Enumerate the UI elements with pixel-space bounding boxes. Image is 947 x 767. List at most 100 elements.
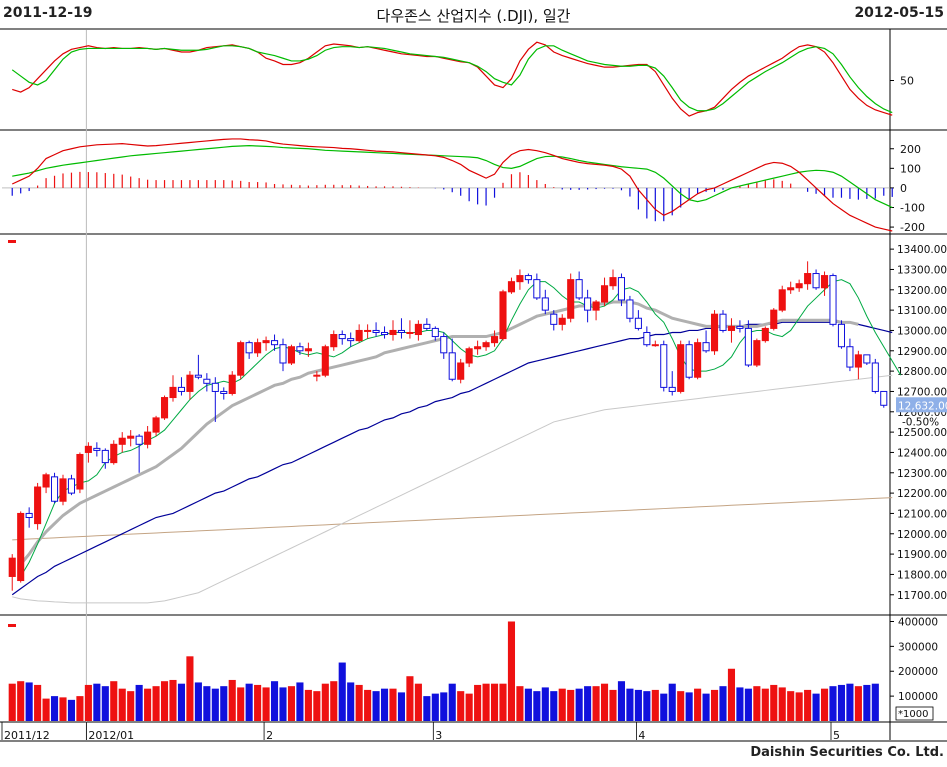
volume-bar — [719, 686, 727, 721]
y-tick-label: 13000.00 — [897, 325, 947, 337]
volume-bar — [761, 688, 769, 721]
candle-body — [634, 317, 642, 329]
volume-bar — [753, 686, 761, 721]
volume-bar — [101, 686, 109, 721]
volume-bar — [820, 688, 829, 721]
candle-body — [846, 346, 854, 368]
candle-body — [770, 309, 778, 329]
candle-body — [76, 453, 84, 490]
candle-body — [719, 313, 727, 331]
volume-bar — [702, 693, 710, 721]
candle-body — [330, 334, 338, 348]
volume-bar — [465, 693, 473, 721]
x-tick-label: 5 — [833, 729, 840, 742]
volume-bar — [482, 683, 490, 721]
candle-body — [490, 336, 499, 344]
price-change-label: -0.50% — [902, 416, 939, 428]
chart-title: 다우존스 산업지수 (.DJI), 일간 — [376, 7, 571, 25]
volume-bar — [160, 681, 169, 721]
volume-bar — [651, 689, 659, 721]
candle-body — [304, 348, 312, 352]
volume-bar — [152, 686, 160, 721]
candle-body — [575, 279, 583, 299]
moving-average-ma120 — [12, 374, 893, 604]
macd-line-1 — [11, 138, 893, 232]
candle-body — [186, 374, 194, 392]
y-tick-label: 13200.00 — [897, 285, 947, 297]
volume-bar — [533, 691, 541, 721]
candle-body — [8, 557, 16, 577]
candle-body — [626, 299, 634, 319]
volume-unit-label: *1000 — [898, 709, 928, 720]
volume-bar — [17, 681, 25, 721]
candle-body — [423, 323, 431, 329]
volume-bar — [127, 691, 135, 721]
volume-bar — [110, 681, 118, 721]
volume-bar — [76, 696, 84, 721]
y-tick-label: 12200.00 — [897, 488, 947, 500]
volume-bar — [617, 681, 626, 721]
y-tick-label: 11900.00 — [897, 549, 947, 561]
volume-bar — [440, 692, 448, 721]
candle-body — [270, 340, 279, 346]
candle-body — [313, 374, 321, 377]
candle-body — [550, 313, 558, 325]
candle-body — [397, 329, 406, 333]
stochastic-line-0 — [12, 41, 893, 117]
volume-bar — [414, 683, 422, 721]
volume-bar — [871, 683, 879, 721]
volume-bar — [474, 684, 482, 721]
candle-body — [372, 329, 380, 333]
candle-body — [355, 329, 363, 342]
candle-body — [254, 342, 262, 354]
candle-body — [321, 346, 329, 376]
moving-average-ma200 — [12, 497, 893, 541]
y-tick-label: 0 — [900, 182, 907, 195]
candle-body — [804, 273, 812, 285]
volume-bar — [829, 686, 837, 721]
volume-bar — [8, 683, 16, 721]
candle-body — [778, 289, 786, 311]
volume-bar — [668, 683, 676, 721]
candle-body — [203, 378, 211, 384]
volume-bar — [550, 691, 558, 721]
candle-body — [761, 327, 769, 342]
moving-average-ma5 — [20, 279, 902, 577]
volume-bar — [795, 692, 803, 721]
candle-body — [660, 344, 668, 388]
candle-body — [880, 390, 888, 406]
volume-bar — [846, 683, 854, 721]
candle-body — [17, 512, 25, 582]
volume-bar — [804, 689, 812, 721]
volume-bar — [499, 683, 507, 721]
candle-body — [694, 342, 702, 378]
candle-body — [177, 386, 186, 392]
y-tick-label: 13100.00 — [897, 305, 947, 317]
candle-body — [465, 348, 473, 364]
volume-bar — [677, 691, 685, 721]
y-tick-label: -200 — [900, 221, 925, 234]
volume-bar — [338, 662, 346, 721]
candle-body — [854, 354, 862, 368]
candle-body — [414, 323, 422, 336]
candle-body — [296, 346, 304, 352]
volume-bar — [634, 689, 642, 721]
candle-body — [220, 390, 228, 394]
volume-bar — [600, 683, 609, 721]
macd-line-0 — [12, 145, 893, 209]
volume-bar — [660, 693, 668, 721]
start-date: 2011-12-19 — [3, 5, 93, 21]
stochastic-line-1 — [11, 45, 893, 114]
volume-bar — [296, 682, 304, 721]
candle-body — [474, 346, 482, 350]
candle-body — [753, 340, 761, 366]
candle-body — [795, 283, 803, 289]
y-tick-label: 200 — [900, 143, 921, 156]
volume-bar — [643, 691, 651, 721]
candle-body — [820, 275, 829, 289]
volume-bar — [727, 668, 736, 721]
volume-bar — [541, 687, 549, 721]
volume-bar — [609, 689, 617, 721]
candle-body — [685, 344, 693, 378]
